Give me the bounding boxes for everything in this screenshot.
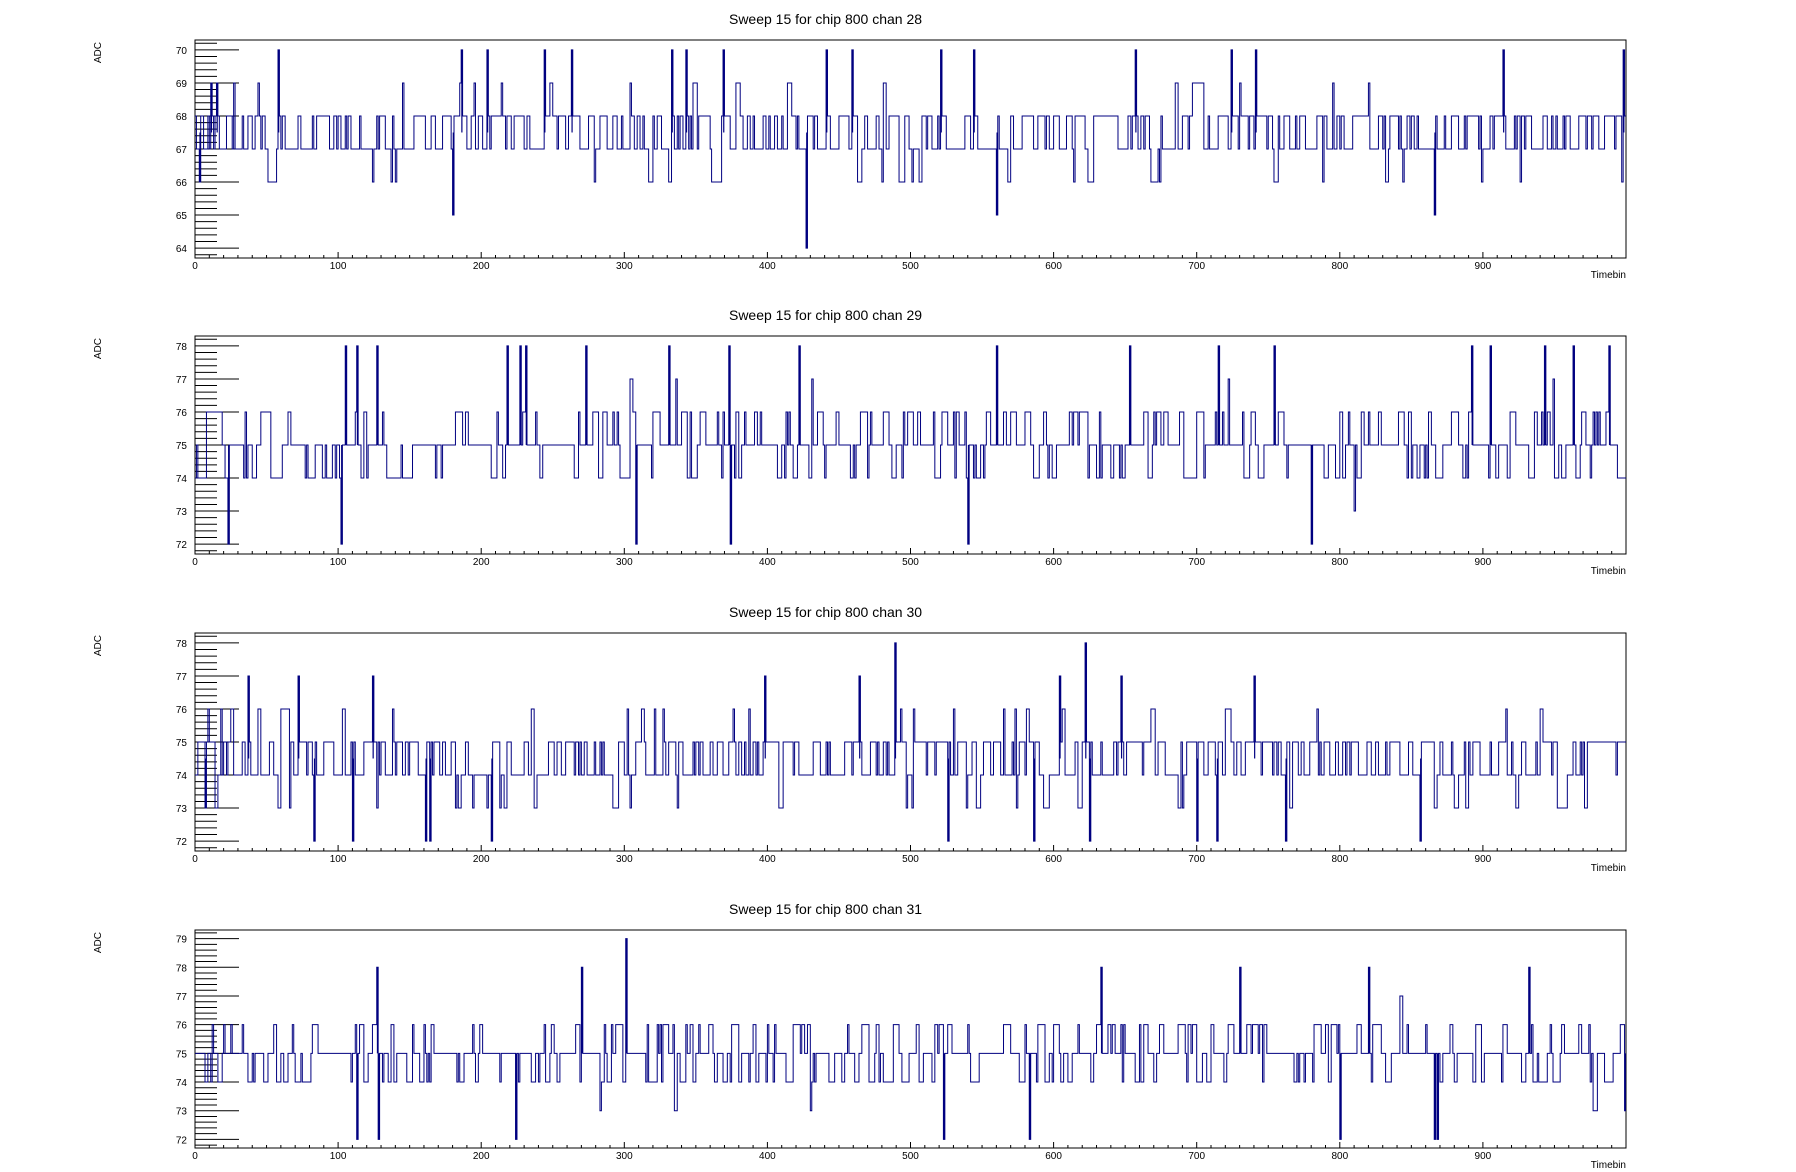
x-axis-label: Timebin — [1591, 863, 1626, 874]
x-tick-label: 700 — [1188, 557, 1205, 568]
chart-title: Sweep 15 for chip 800 chan 31 — [729, 901, 922, 917]
y-tick-label: 75 — [176, 738, 188, 749]
plot-frame — [194, 929, 1627, 1149]
x-tick-label: 900 — [1475, 1151, 1492, 1162]
y-tick-label: 77 — [176, 672, 188, 683]
x-tick-label: 0 — [192, 557, 198, 568]
series-line — [195, 938, 1626, 1140]
chart-panel-2: Sweep 15 for chip 800 chan 29 ADC Timebin 7… — [93, 307, 1627, 577]
y-tick-label: 79 — [176, 935, 188, 946]
x-tick-label: 400 — [759, 854, 776, 865]
y-tick-label: 74 — [176, 474, 188, 485]
y-tick-label: 72 — [176, 1135, 188, 1146]
x-tick-label: 500 — [902, 1151, 919, 1162]
x-tick-label: 900 — [1475, 557, 1492, 568]
x-tick-label: 700 — [1188, 854, 1205, 865]
x-tick-label: 300 — [616, 261, 633, 272]
x-tick-label: 300 — [616, 557, 633, 568]
x-tick-label: 600 — [1045, 557, 1062, 568]
x-tick-label: 100 — [330, 261, 347, 272]
x-tick-label: 800 — [1331, 1151, 1348, 1162]
y-tick-label: 70 — [176, 46, 188, 57]
series-line — [195, 345, 1626, 545]
series-line — [195, 49, 1626, 249]
y-tick-label: 77 — [176, 992, 188, 1003]
x-tick-label: 100 — [330, 854, 347, 865]
y-tick-label: 76 — [176, 705, 188, 716]
y-tick-label: 75 — [176, 441, 188, 452]
chart-title: Sweep 15 for chip 800 chan 28 — [729, 11, 922, 27]
chart-panel-4: Sweep 15 for chip 800 chan 31 ADC Timebin 7… — [93, 901, 1627, 1171]
x-tick-label: 300 — [616, 1151, 633, 1162]
y-axis-label: ADC — [93, 338, 104, 359]
x-tick-label: 200 — [473, 854, 490, 865]
y-tick-label: 67 — [176, 145, 188, 156]
y-tick-label: 76 — [176, 408, 188, 419]
x-tick-label: 0 — [192, 1151, 198, 1162]
x-tick-label: 800 — [1331, 261, 1348, 272]
y-tick-label: 77 — [176, 375, 188, 386]
x-tick-label: 900 — [1475, 261, 1492, 272]
x-tick-label: 100 — [330, 1151, 347, 1162]
y-tick-label: 66 — [176, 178, 188, 189]
series-line — [195, 642, 1626, 842]
x-tick-label: 700 — [1188, 1151, 1205, 1162]
y-tick-label: 76 — [176, 1021, 188, 1032]
y-tick-label: 74 — [176, 771, 188, 782]
chart-panel-1: Sweep 15 for chip 800 chan 28 ADC Timebin 6… — [93, 11, 1627, 281]
y-tick-label: 69 — [176, 79, 188, 90]
y-tick-label: 72 — [176, 837, 188, 848]
y-tick-label: 73 — [176, 804, 188, 815]
chart-title: Sweep 15 for chip 800 chan 30 — [729, 604, 922, 620]
y-tick-label: 75 — [176, 1049, 188, 1060]
y-tick-label: 64 — [176, 244, 188, 255]
y-tick-label: 78 — [176, 639, 188, 650]
x-tick-label: 400 — [759, 261, 776, 272]
x-tick-label: 200 — [473, 1151, 490, 1162]
x-tick-label: 800 — [1331, 854, 1348, 865]
y-tick-label: 73 — [176, 1107, 188, 1118]
x-tick-label: 600 — [1045, 854, 1062, 865]
x-tick-label: 400 — [759, 1151, 776, 1162]
y-tick-label: 72 — [176, 540, 188, 551]
x-axis-label: Timebin — [1591, 1160, 1626, 1171]
x-tick-label: 500 — [902, 557, 919, 568]
x-tick-label: 500 — [902, 261, 919, 272]
chart-title: Sweep 15 for chip 800 chan 29 — [729, 307, 922, 323]
y-tick-label: 74 — [176, 1078, 188, 1089]
x-tick-label: 400 — [759, 557, 776, 568]
y-axis-label: ADC — [93, 635, 104, 656]
y-tick-label: 68 — [176, 112, 188, 123]
y-tick-label: 73 — [176, 507, 188, 518]
x-tick-label: 500 — [902, 854, 919, 865]
x-tick-label: 800 — [1331, 557, 1348, 568]
x-axis-label: Timebin — [1591, 270, 1626, 281]
x-tick-label: 0 — [192, 261, 198, 272]
y-tick-label: 65 — [176, 211, 188, 222]
y-axis-label: ADC — [93, 42, 104, 63]
y-tick-label: 78 — [176, 963, 188, 974]
x-tick-label: 700 — [1188, 261, 1205, 272]
x-tick-label: 900 — [1475, 854, 1492, 865]
x-tick-label: 300 — [616, 854, 633, 865]
x-tick-label: 0 — [192, 854, 198, 865]
x-tick-label: 100 — [330, 557, 347, 568]
y-axis-label: ADC — [93, 932, 104, 953]
x-tick-label: 600 — [1045, 1151, 1062, 1162]
x-tick-label: 600 — [1045, 261, 1062, 272]
chart-panel-3: Sweep 15 for chip 800 chan 30 ADC Timebin 7… — [93, 604, 1627, 874]
x-axis-label: Timebin — [1591, 566, 1626, 577]
x-tick-label: 200 — [473, 261, 490, 272]
x-tick-label: 200 — [473, 557, 490, 568]
y-tick-label: 78 — [176, 342, 188, 353]
